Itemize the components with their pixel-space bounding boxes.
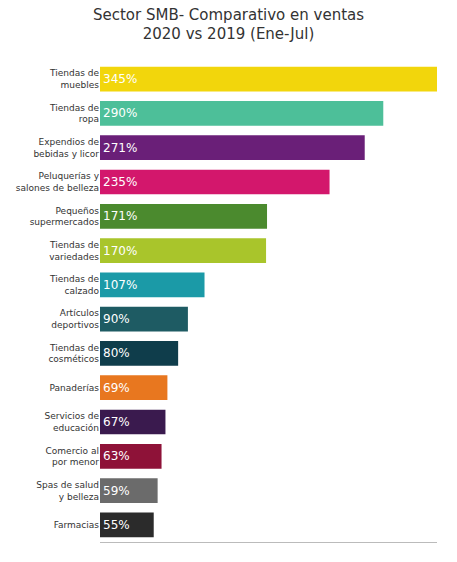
svg-text:Tiendas deropa: Tiendas deropa [49,103,99,125]
svg-text:Servicios deeducación: Servicios deeducación [44,411,99,433]
svg-text:Sector SMB- Comparativo en ven: Sector SMB- Comparativo en ventas2020 vs… [93,6,364,44]
svg-text:Farmacias: Farmacias [54,520,100,530]
svg-text:Tiendas decalzado: Tiendas decalzado [49,274,99,296]
svg-text:59%: 59% [103,484,130,498]
svg-text:Comercio alpor menor: Comercio alpor menor [46,446,100,468]
svg-text:80%: 80% [103,346,130,360]
svg-text:Panaderías: Panaderías [50,383,100,393]
svg-text:Pequeñossupermercados: Pequeñossupermercados [30,206,100,228]
svg-text:69%: 69% [103,381,130,395]
svg-text:107%: 107% [103,278,137,292]
svg-text:235%: 235% [103,175,137,189]
svg-text:Peluquerías ysalones de bellez: Peluquerías ysalones de belleza [16,171,100,193]
svg-text:Tiendas demuebles: Tiendas demuebles [49,68,99,90]
svg-text:171%: 171% [103,209,137,223]
svg-text:55%: 55% [103,518,130,532]
svg-text:Tiendas decosméticos: Tiendas decosméticos [48,343,99,365]
svg-text:90%: 90% [103,312,130,326]
svg-text:67%: 67% [103,415,130,429]
svg-text:Tiendas devariedades: Tiendas devariedades [49,240,99,262]
svg-text:63%: 63% [103,449,130,463]
svg-text:170%: 170% [103,244,137,258]
svg-text:271%: 271% [103,141,137,155]
svg-text:345%: 345% [103,72,137,86]
svg-text:Expendios debebidas y licor: Expendios debebidas y licor [33,137,99,159]
svg-text:Artículosdeportivos: Artículosdeportivos [51,308,99,330]
svg-text:Spas de saludy belleza: Spas de saludy belleza [36,480,99,502]
svg-text:290%: 290% [103,106,137,120]
